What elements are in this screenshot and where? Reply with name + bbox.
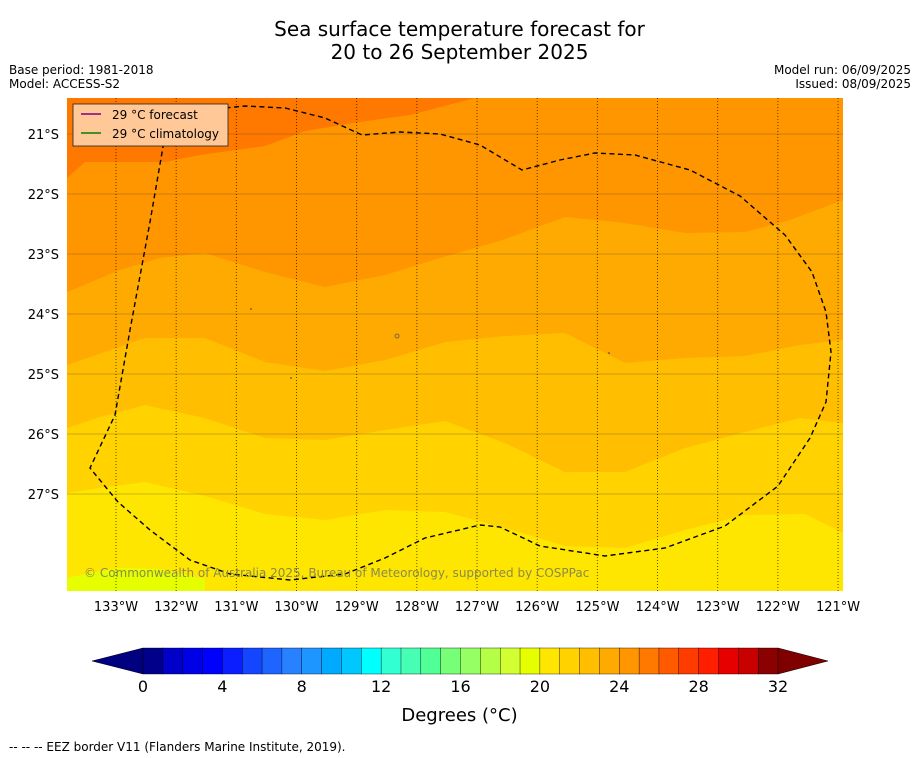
colorbar-segment bbox=[242, 647, 263, 675]
longitude-label: 129°W bbox=[335, 600, 379, 615]
colorbar-segment bbox=[559, 647, 581, 675]
legend-box bbox=[72, 103, 229, 147]
colorbar-segment bbox=[638, 647, 660, 675]
copyright-text: © Commonwealth of Australia 2025, Bureau… bbox=[84, 566, 589, 580]
legend-climatology-label: 29 °C climatology bbox=[112, 127, 219, 141]
sst-band-23-24 bbox=[67, 482, 843, 591]
colorbar-segment bbox=[619, 647, 640, 675]
island-speck bbox=[250, 308, 252, 310]
colorbar-segment bbox=[718, 647, 739, 675]
colorbar-segment bbox=[321, 647, 342, 675]
colorbar-segment bbox=[142, 647, 164, 675]
longitude-label: 121°W bbox=[816, 600, 860, 615]
sst-band-22-23 bbox=[67, 568, 205, 591]
longitude-label: 133°W bbox=[94, 600, 138, 615]
meta-right: Model run: 06/09/2025 Issued: 08/09/2025 bbox=[774, 63, 911, 91]
longitude-labels: 133°W 132°W 131°W 130°W 129°W 128°W 127°W 126°W… bbox=[94, 600, 860, 615]
colorbar-tick-label: 28 bbox=[688, 677, 708, 696]
colorbar-segment bbox=[579, 647, 600, 675]
gridlines bbox=[67, 98, 843, 591]
colorbar-segment bbox=[162, 647, 184, 675]
eez-border bbox=[89, 105, 832, 581]
latitude-label: 24°S bbox=[28, 308, 59, 323]
colorbar bbox=[91, 647, 829, 675]
colorbar-segment bbox=[698, 647, 719, 675]
contour-legend: 29 °C forecast 29 °C climatology bbox=[72, 103, 229, 147]
latitude-label: 21°S bbox=[28, 128, 59, 143]
map-title-line2: 20 to 26 September 2025 bbox=[330, 40, 589, 64]
colorbar-tick-label: 12 bbox=[371, 677, 391, 696]
colorbar-segment bbox=[460, 647, 481, 675]
map-title-line1: Sea surface temperature forecast for bbox=[274, 17, 645, 41]
colorbar-tick-label: 16 bbox=[450, 677, 470, 696]
issued-text: Issued: 08/09/2025 bbox=[795, 77, 911, 91]
latitude-label: 27°S bbox=[28, 488, 59, 503]
meta-left: Base period: 1981-2018 Model: ACCESS-S2 bbox=[9, 63, 154, 91]
colorbar-segment bbox=[301, 647, 323, 675]
eez-footnote: -- -- -- EEZ border V11 (Flanders Marine… bbox=[9, 740, 346, 754]
longitude-label: 125°W bbox=[575, 600, 619, 615]
longitude-label: 123°W bbox=[696, 600, 740, 615]
longitude-label: 122°W bbox=[756, 600, 800, 615]
colorbar-tick-label: 4 bbox=[217, 677, 227, 696]
colorbar-segment bbox=[658, 647, 680, 675]
colorbar-tick-labels: 0 4 8 12 16 20 24 28 32 bbox=[138, 677, 788, 696]
colorbar-tick-label: 0 bbox=[138, 677, 148, 696]
colorbar-over-arrow bbox=[777, 647, 829, 675]
colorbar-segment bbox=[539, 647, 561, 675]
map-title: Sea surface temperature forecast for 20 … bbox=[0, 18, 919, 64]
legend-forecast-label: 29 °C forecast bbox=[112, 108, 198, 122]
longitude-label: 126°W bbox=[515, 600, 559, 615]
colorbar-segment bbox=[499, 647, 521, 675]
model-run-text: Model run: 06/09/2025 bbox=[773, 63, 911, 77]
colorbar-tick-label: 20 bbox=[530, 677, 550, 696]
longitude-label: 131°W bbox=[214, 600, 258, 615]
longitude-label: 130°W bbox=[274, 600, 318, 615]
colorbar-units: Degrees (°C) bbox=[401, 705, 518, 726]
colorbar-segment bbox=[182, 647, 204, 675]
latitude-label: 22°S bbox=[28, 188, 59, 203]
island-speck bbox=[290, 377, 292, 379]
colorbar-segment bbox=[380, 647, 402, 675]
longitude-label: 127°W bbox=[455, 600, 499, 615]
longitude-label: 132°W bbox=[154, 600, 198, 615]
latitude-label: 25°S bbox=[28, 368, 59, 383]
colorbar-segment bbox=[738, 647, 759, 675]
colorbar-tick-label: 24 bbox=[609, 677, 629, 696]
colorbar-segment bbox=[678, 647, 700, 675]
colorbar-segment bbox=[281, 647, 303, 675]
island-speck bbox=[608, 352, 610, 354]
colorbar-under-arrow bbox=[91, 647, 144, 675]
colorbar-segment bbox=[400, 647, 422, 675]
island-speck bbox=[394, 333, 400, 339]
latitude-label: 23°S bbox=[28, 248, 59, 263]
colorbar-segment bbox=[202, 647, 223, 675]
colorbar-tick-label: 32 bbox=[768, 677, 788, 696]
base-period-text: Base period: 1981-2018 bbox=[9, 63, 154, 77]
colorbar-segment bbox=[261, 647, 283, 675]
model-text: Model: ACCESS-S2 bbox=[9, 77, 121, 91]
latitude-labels: 21°S 22°S 23°S 24°S 25°S 26°S 27°S bbox=[28, 128, 59, 503]
colorbar-segment bbox=[519, 647, 541, 675]
colorbar-segment bbox=[440, 647, 461, 675]
longitude-label: 128°W bbox=[395, 600, 439, 615]
colorbar-segment bbox=[222, 647, 243, 675]
sst-contour-fills bbox=[67, 98, 843, 591]
colorbar-segment bbox=[420, 647, 442, 675]
longitude-label: 124°W bbox=[635, 600, 679, 615]
colorbar-segment bbox=[341, 647, 362, 675]
colorbar-tick-label: 8 bbox=[297, 677, 307, 696]
colorbar-segment bbox=[480, 647, 501, 675]
colorbar-segment bbox=[361, 647, 382, 675]
colorbar-segment bbox=[757, 647, 779, 675]
latitude-label: 26°S bbox=[28, 428, 59, 443]
colorbar-segment bbox=[599, 647, 620, 675]
